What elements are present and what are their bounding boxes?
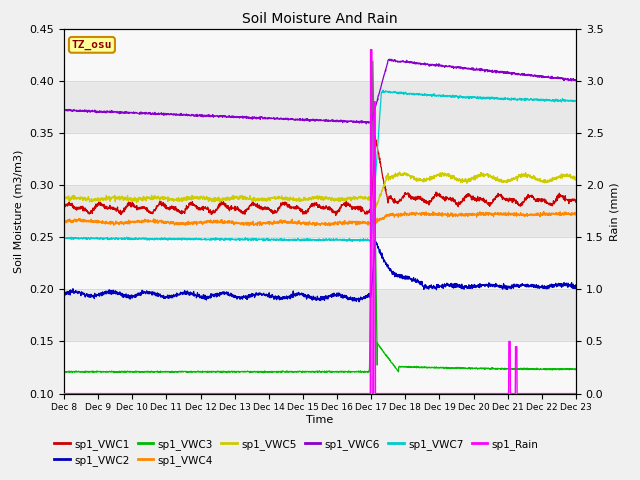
Bar: [64, 341, 576, 394]
Text: TZ_osu: TZ_osu: [72, 40, 112, 50]
Bar: [64, 29, 576, 81]
X-axis label: Time: Time: [307, 415, 333, 425]
Legend: sp1_VWC1, sp1_VWC2, sp1_VWC3, sp1_VWC4, sp1_VWC5, sp1_VWC6, sp1_VWC7, sp1_Rain: sp1_VWC1, sp1_VWC2, sp1_VWC3, sp1_VWC4, …: [50, 434, 543, 470]
Y-axis label: Soil Moisture (m3/m3): Soil Moisture (m3/m3): [14, 149, 24, 273]
Bar: [64, 133, 576, 185]
Title: Soil Moisture And Rain: Soil Moisture And Rain: [242, 12, 398, 26]
Bar: [64, 237, 576, 289]
Y-axis label: Rain (mm): Rain (mm): [609, 182, 619, 240]
